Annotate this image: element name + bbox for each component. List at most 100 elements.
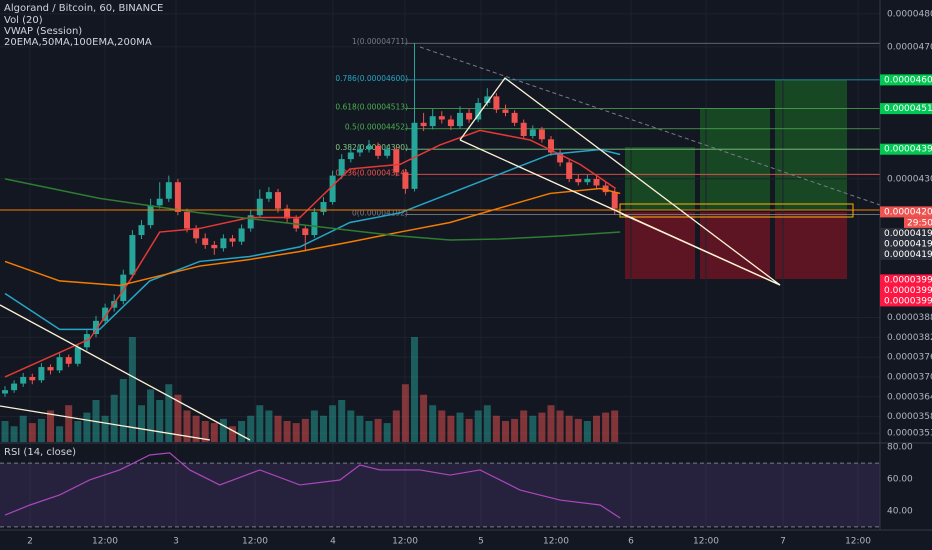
y-tick-label: 0.00003530 <box>887 429 932 439</box>
moving-average <box>4 178 621 241</box>
loss-zone <box>775 212 847 279</box>
candle-body <box>402 172 409 189</box>
candle-body <box>102 307 109 321</box>
price-badge <box>880 103 932 115</box>
volume-bar <box>174 394 182 442</box>
volume-bar <box>183 410 191 442</box>
candle-body <box>256 198 263 216</box>
trend-line <box>0 304 251 441</box>
candle-body <box>65 357 72 364</box>
volume-bar <box>101 415 109 442</box>
volume-bar <box>383 423 391 442</box>
y-tick-label: 0.00003640 <box>887 392 932 402</box>
volume-bar <box>347 410 355 442</box>
volume-bar <box>602 412 610 442</box>
candle-body <box>611 192 618 209</box>
rsi-tick-label: 40.00 <box>887 506 913 516</box>
x-tick-label: 7 <box>780 537 786 547</box>
x-tick-label: 12:00 <box>543 537 569 547</box>
volume-bar <box>256 405 264 442</box>
x-tick-label: 5 <box>478 537 484 547</box>
candle-body <box>284 208 291 219</box>
candle-body <box>584 178 591 183</box>
candle-body <box>38 367 45 381</box>
price-badge-label: 0.00003994 <box>884 286 932 296</box>
candle-body <box>384 149 391 156</box>
volume-bar <box>74 421 82 442</box>
volume-bar <box>119 379 127 442</box>
trend-line <box>621 213 781 286</box>
price-badge <box>880 206 932 218</box>
volume-bar <box>320 415 327 442</box>
candle-body <box>238 228 245 242</box>
candle-body <box>475 102 482 120</box>
volume-bar <box>47 410 54 442</box>
x-tick-label: 12:00 <box>392 537 418 547</box>
candle-body <box>229 238 236 242</box>
x-tick-label: 3 <box>173 537 179 547</box>
candle-body <box>47 367 54 371</box>
moving-average <box>4 148 621 331</box>
x-tick-label: 6 <box>628 537 634 547</box>
loss-zone <box>700 212 770 279</box>
volume-bar <box>502 421 509 442</box>
trend-line <box>0 405 211 441</box>
volume-bar <box>37 418 45 442</box>
volume-bar <box>356 415 364 442</box>
rsi-tick-label: 80.00 <box>887 443 913 453</box>
candle-body <box>347 152 354 160</box>
volume-bar <box>456 412 464 442</box>
rsi-line <box>4 452 621 519</box>
candle-body <box>56 357 63 371</box>
volume-bar <box>201 421 209 442</box>
candle-body <box>247 215 254 229</box>
volume-bar <box>529 415 537 442</box>
price-badge-label: 0.00004192 <box>884 239 932 249</box>
volume-bar <box>492 415 500 442</box>
profit-zone <box>700 108 770 210</box>
volume-bar <box>83 412 91 442</box>
candle-body <box>165 182 172 199</box>
candle-body <box>311 211 318 236</box>
moving-average <box>4 187 621 287</box>
y-tick-label: 0.00004800 <box>887 9 932 19</box>
volume-bar <box>56 426 64 442</box>
price-badge <box>880 284 932 296</box>
candle-body <box>420 122 427 127</box>
candle-body <box>393 149 400 173</box>
candle-body <box>265 192 272 199</box>
x-tick-label: 4 <box>330 537 336 547</box>
price-badge <box>880 238 932 250</box>
candle-body <box>520 122 527 136</box>
rsi-tick-label: 60.00 <box>887 475 913 485</box>
volume-bar <box>219 418 227 442</box>
candle-body <box>193 228 200 239</box>
price-badge-label: 0.00004192 <box>884 250 932 260</box>
volume-bar <box>483 405 491 442</box>
y-tick-label: 0.00003760 <box>887 353 932 363</box>
volume-bar <box>365 421 373 442</box>
volume-bar <box>593 415 600 442</box>
volume-bar <box>547 405 555 442</box>
candle-body <box>202 238 209 245</box>
volume-bar <box>611 410 619 442</box>
price-badge-label: 0.00003994 <box>884 296 932 306</box>
candle-body <box>466 112 473 120</box>
price-badge <box>880 227 932 239</box>
candle-body <box>447 119 454 127</box>
volume-bar <box>565 415 573 442</box>
indicator-label: VWAP (Session) <box>4 26 82 37</box>
candle-body <box>602 185 609 193</box>
candle-body <box>120 274 127 302</box>
candle-body <box>11 383 18 391</box>
fib-label: 0.786(0.00004600) <box>335 74 408 83</box>
candle-body <box>147 205 154 226</box>
fib-label: 0(0.00004192) <box>352 209 408 218</box>
candle-body <box>575 178 582 183</box>
volume-bar <box>19 415 27 442</box>
candle-body <box>529 129 536 136</box>
volume-bar <box>274 415 282 442</box>
indicator-label: Vol (20) <box>4 15 43 26</box>
candle-body <box>29 376 36 381</box>
